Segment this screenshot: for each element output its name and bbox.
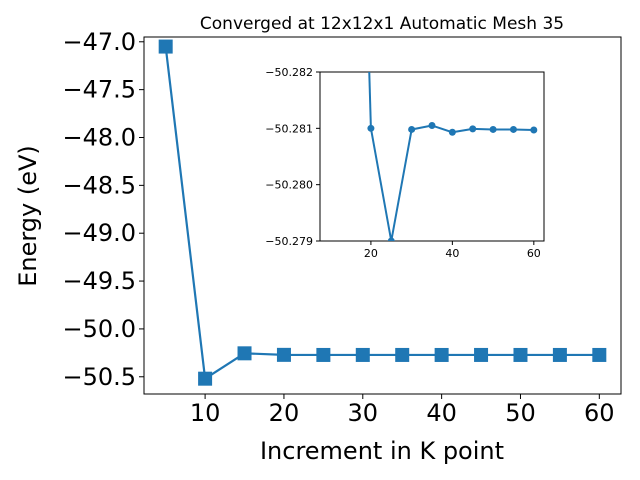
main-x-tick-label: 20 (269, 399, 300, 427)
inset-data-point (469, 125, 477, 133)
inset-ticks: 20 40 60 −50.282 −50.281 −50.280 −50.279 (265, 66, 541, 260)
inset-data-point (530, 126, 538, 134)
y-axis-label: Energy (eV) (14, 145, 42, 287)
main-data-point (276, 347, 291, 362)
main-plot-frame (143, 36, 622, 395)
inset-data-point (387, 237, 395, 241)
inset-data-point (509, 125, 517, 133)
main-ticks: 10 20 30 40 50 60 −47.0 −47.5 −48.0 −48.5 −49.0 −49… (62, 28, 614, 427)
main-y-tick-label: −47.5 (62, 76, 136, 104)
main-data-point (198, 371, 213, 386)
inset-x-tick-label: 40 (445, 247, 459, 260)
inset-x-tick-label: 20 (364, 247, 378, 260)
main-y-tick-label: −48.0 (62, 123, 136, 151)
main-series (158, 39, 607, 386)
main-data-point (592, 347, 607, 362)
inset-y-tick-label: −50.280 (265, 179, 313, 192)
main-data-point (316, 347, 331, 362)
inset-y-tick-label: −50.281 (265, 122, 313, 135)
main-y-tick-label: −47.0 (62, 28, 136, 56)
main-x-tick-label: 10 (190, 399, 221, 427)
inset-data-point (428, 122, 436, 130)
main-y-tick-label: −49.0 (62, 219, 136, 247)
main-y-tick-label: −50.0 (62, 315, 136, 343)
inset-y-tick-label: −50.279 (265, 235, 313, 248)
inset-data-point (367, 124, 375, 132)
main-data-point (237, 346, 252, 361)
main-data-point (355, 347, 370, 362)
main-data-point (434, 347, 449, 362)
x-axis-label: Increment in K point (260, 437, 504, 465)
inset-data-point (408, 125, 416, 133)
main-x-tick-label: 40 (426, 399, 457, 427)
inset-x-tick-label: 60 (527, 247, 541, 260)
main-data-point (395, 347, 410, 362)
main-plot: 10 20 30 40 50 60 −47.0 −47.5 −48.0 −48.5 −49.0 −49… (62, 28, 622, 427)
main-data-point (474, 347, 489, 362)
main-y-tick-label: −50.5 (62, 363, 136, 391)
inset-y-tick-label: −50.282 (265, 66, 313, 79)
inset-data-point (489, 125, 497, 133)
main-x-tick-label: 50 (505, 399, 536, 427)
inset-data-point (448, 128, 456, 136)
chart-title: Converged at 12x12x1 Automatic Mesh 35 (200, 14, 564, 34)
main-y-tick-label: −49.5 (62, 267, 136, 295)
main-y-tick-label: −48.5 (62, 171, 136, 199)
inset-series (367, 72, 538, 241)
inset-plot-frame (319, 71, 545, 242)
main-data-point (158, 39, 173, 54)
inset-series-lead-line (368, 72, 372, 129)
main-x-tick-label: 60 (584, 399, 615, 427)
inset-plot: 20 40 60 −50.282 −50.281 −50.280 −50.279 (265, 66, 545, 260)
main-data-point (552, 347, 567, 362)
main-data-point (513, 347, 528, 362)
main-x-tick-label: 30 (348, 399, 379, 427)
